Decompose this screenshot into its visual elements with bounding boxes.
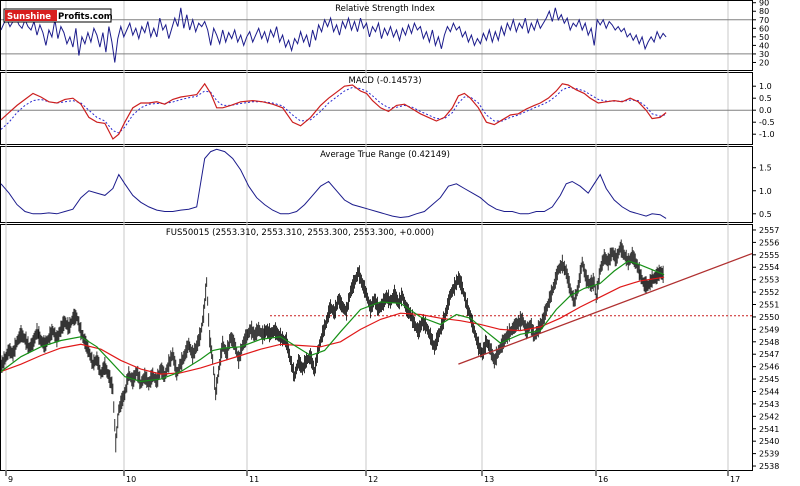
y-tick-label: 2551 <box>759 301 779 310</box>
y-tick-label: 2555 <box>759 251 779 260</box>
support-trendline <box>458 252 753 365</box>
y-tick-label: 20 <box>759 58 769 67</box>
macd-signal-line <box>0 86 667 134</box>
y-tick-label: 1.0 <box>759 82 772 91</box>
y-tick-label: 30 <box>759 50 769 59</box>
y-tick-label: 2557 <box>759 226 779 235</box>
atr-line <box>0 148 667 219</box>
y-tick-label: 0.0 <box>759 106 772 115</box>
x-tick-label: 17 <box>730 475 740 484</box>
y-tick-label: 2543 <box>759 400 779 409</box>
y-tick-label: 0.5 <box>759 210 772 219</box>
x-tick-label: 11 <box>249 475 259 484</box>
y-tick-label: 2547 <box>759 350 779 359</box>
y-tick-label: 2541 <box>759 425 779 434</box>
y-tick-label: 2552 <box>759 288 779 297</box>
y-tick-label: 1.0 <box>759 187 772 196</box>
y-tick-label: -1.0 <box>759 130 775 139</box>
y-tick-label: 2554 <box>759 263 779 272</box>
price-bars <box>0 239 664 453</box>
y-tick-label: 90 <box>759 0 769 8</box>
macd-line <box>0 82 667 140</box>
y-tick-label: 2553 <box>759 276 779 285</box>
y-tick-label: 50 <box>759 33 769 42</box>
price-title: FUS50015 (2553.310, 2553.310, 2553.300, … <box>166 228 434 238</box>
y-tick-label: 2549 <box>759 325 779 334</box>
y-tick-label: 2538 <box>759 462 779 471</box>
macd-title: MACD (-0.14573) <box>348 76 421 86</box>
y-tick-label: 2544 <box>759 387 779 396</box>
y-tick-label: 2556 <box>759 238 779 247</box>
svg-text:Sunshine: Sunshine <box>7 12 51 22</box>
atr-panel-frame <box>0 146 753 223</box>
macd-panel-frame <box>0 72 753 145</box>
x-tick-label: 12 <box>368 475 378 484</box>
rsi-panel-frame <box>0 0 753 71</box>
y-tick-label: 2546 <box>759 363 779 372</box>
y-tick-label: 60 <box>759 24 769 33</box>
y-tick-label: 2539 <box>759 450 779 459</box>
y-tick-label: 0.5 <box>759 94 772 103</box>
svg-text:Profits.com: Profits.com <box>58 12 113 22</box>
y-tick-label: 2542 <box>759 412 779 421</box>
y-tick-label: 70 <box>759 16 769 25</box>
rsi-line <box>0 7 667 63</box>
sunshine-profits-logo: Sunshine Profits.com <box>3 8 113 23</box>
x-tick-label: 10 <box>126 475 136 484</box>
y-tick-label: 2540 <box>759 437 779 446</box>
y-tick-label: 2548 <box>759 338 779 347</box>
rsi-title: Relative Strength Index <box>335 4 435 14</box>
y-tick-label: 80 <box>759 7 769 16</box>
x-tick-label: 13 <box>484 475 494 484</box>
short-moving-average <box>0 260 665 383</box>
y-tick-label: -0.5 <box>759 118 775 127</box>
price-panel-frame <box>0 224 753 471</box>
series-layer <box>0 7 753 453</box>
y-tick-label: 1.5 <box>759 164 772 173</box>
y-tick-label: 2550 <box>759 313 779 322</box>
x-tick-label: 16 <box>598 475 608 484</box>
y-tick-label: 40 <box>759 41 769 50</box>
y-tick-label: 2545 <box>759 375 779 384</box>
x-tick-label: 9 <box>8 475 13 484</box>
atr-title: Average True Range (0.42149) <box>320 150 450 160</box>
